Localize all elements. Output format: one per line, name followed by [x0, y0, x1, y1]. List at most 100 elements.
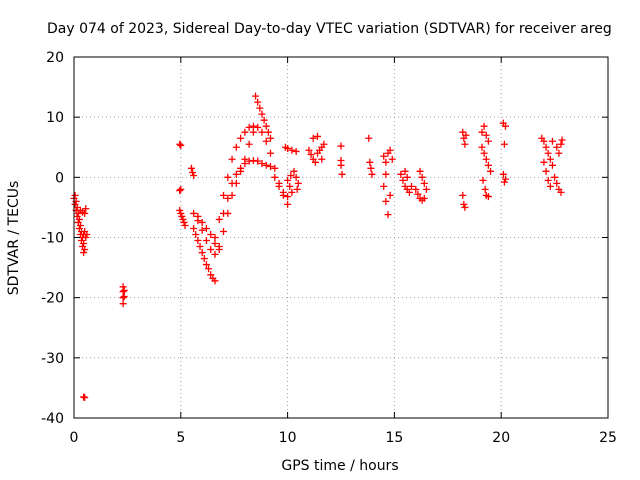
data-point-marker [220, 191, 228, 199]
data-point-marker [542, 167, 550, 175]
x-tick-label: 0 [70, 430, 79, 446]
data-point-marker [176, 140, 184, 148]
data-point-marker [337, 161, 345, 169]
data-point-marker [119, 288, 127, 296]
x-tick-label: 10 [279, 430, 297, 446]
data-point-marker [459, 128, 467, 136]
data-point-marker [120, 292, 128, 300]
data-point-marker [382, 170, 390, 178]
data-point-marker [224, 173, 232, 181]
data-point-marker [177, 141, 185, 149]
data-point-marker [284, 200, 292, 208]
data-point-marker [481, 185, 489, 193]
chart-title: Day 074 of 2023, Sidereal Day-to-day VTE… [47, 21, 612, 37]
data-point-marker [228, 191, 236, 199]
data-point-marker [403, 173, 411, 181]
data-point-marker [176, 187, 184, 195]
data-point-marker [399, 176, 407, 184]
data-point-marker [307, 150, 315, 158]
data-point-marker [305, 146, 313, 154]
data-point-marker [501, 175, 509, 183]
data-point-marker [267, 134, 275, 142]
data-point-marker [215, 246, 223, 254]
data-point-marker [288, 146, 296, 154]
data-point-marker [284, 176, 292, 184]
data-point-marker [484, 161, 492, 169]
data-point-marker [209, 274, 217, 282]
y-tick-label: -30 [41, 351, 64, 367]
data-point-marker [551, 173, 559, 181]
data-point-marker [557, 140, 565, 148]
data-point-marker [314, 132, 322, 140]
data-point-marker [232, 143, 240, 151]
data-point-marker [181, 221, 189, 229]
data-point-marker [194, 212, 202, 220]
data-point-marker [241, 155, 249, 163]
data-point-marker [202, 237, 210, 245]
data-point-marker [120, 286, 128, 294]
y-tick-label: 0 [55, 170, 64, 186]
data-point-marker [388, 155, 396, 163]
data-point-marker [267, 149, 275, 157]
data-point-marker [198, 226, 206, 234]
data-point-marker [187, 164, 195, 172]
data-point-marker [548, 161, 556, 169]
data-point-marker [237, 167, 245, 175]
data-point-marker [553, 179, 561, 187]
data-point-marker [73, 203, 81, 211]
data-point-marker [558, 136, 566, 144]
data-point-marker [540, 158, 548, 166]
data-point-marker [405, 188, 413, 196]
data-point-marker [71, 191, 79, 199]
data-point-marker [207, 230, 215, 238]
data-point-marker [275, 182, 283, 190]
data-point-marker [397, 170, 405, 178]
data-point-marker [553, 143, 561, 151]
data-point-marker [422, 185, 430, 193]
data-point-marker [380, 182, 388, 190]
data-point-marker [484, 193, 492, 201]
data-point-marker [190, 172, 198, 180]
y-tick-label: -40 [41, 411, 64, 427]
data-point-marker [119, 300, 127, 308]
data-point-marker [479, 176, 487, 184]
data-point-marker [461, 140, 469, 148]
data-point-marker [241, 128, 249, 136]
data-point-marker [249, 128, 257, 136]
data-points [70, 92, 566, 402]
data-point-marker [420, 194, 428, 202]
data-point-marker [190, 224, 198, 232]
data-point-marker [311, 158, 319, 166]
y-tick-label: 10 [46, 110, 64, 126]
data-point-marker [202, 224, 210, 232]
data-point-marker [540, 137, 548, 145]
data-point-marker [366, 158, 374, 166]
data-point-marker [258, 128, 266, 136]
data-point-marker [501, 122, 509, 130]
grid-lines [74, 57, 608, 418]
data-point-marker [245, 140, 253, 148]
data-point-marker [420, 179, 428, 187]
data-point-marker [548, 137, 556, 145]
data-point-marker [380, 152, 388, 160]
y-tick-label: -20 [41, 291, 64, 307]
data-point-marker [202, 261, 210, 269]
data-point-marker [179, 215, 187, 223]
data-point-marker [198, 218, 206, 226]
data-point-marker [245, 123, 253, 131]
data-point-marker [264, 128, 272, 136]
data-point-marker [271, 164, 279, 172]
data-point-marker [461, 203, 469, 211]
data-point-marker [119, 294, 127, 302]
data-point-marker [211, 234, 219, 241]
data-point-marker [258, 110, 266, 118]
data-point-marker [414, 190, 422, 198]
data-point-marker [205, 265, 213, 273]
data-point-marker [290, 167, 298, 175]
data-point-marker [262, 137, 270, 145]
data-point-marker [196, 243, 204, 251]
data-point-marker [249, 122, 257, 130]
data-point-marker [365, 134, 373, 142]
data-point-marker [220, 227, 228, 235]
data-point-marker [232, 170, 240, 178]
